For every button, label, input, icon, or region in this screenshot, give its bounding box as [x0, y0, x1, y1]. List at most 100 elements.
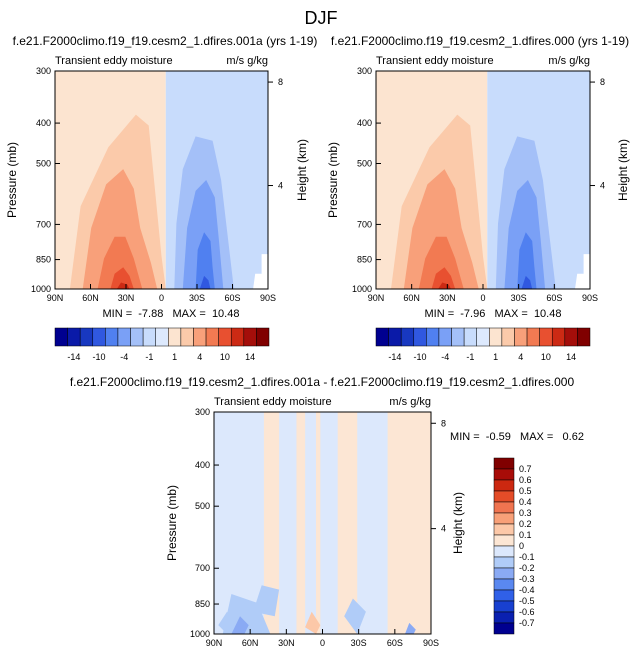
colorbar-box	[438, 327, 452, 347]
colorbar-box	[551, 327, 566, 347]
panel-2-title: f.e21.F2000climo.f19_f19.cesm2_1.dfires.…	[331, 34, 629, 48]
negative-contour-4	[199, 275, 211, 289]
colorbar-box	[400, 327, 415, 347]
panel-2-ylabel-right: Height (km)	[616, 139, 630, 201]
x-tick-label: 60S	[387, 638, 403, 648]
panel-2-ylabel: Pressure (mb)	[326, 142, 340, 218]
missing-data-mask	[253, 254, 268, 289]
colorbar-label: 14	[566, 352, 576, 362]
x-tick-label: 30N	[278, 638, 295, 648]
y-tick-label: 700	[36, 219, 51, 229]
panel-2-colorbar: -14 -10 -4 -1 1 4 10 14	[375, 327, 591, 362]
colorbar-box	[230, 327, 245, 347]
x-tick-label: 60S	[546, 293, 562, 303]
colorbar-label: -1	[466, 352, 474, 362]
negative-core-2	[405, 622, 416, 634]
colorbar-label: -4	[441, 352, 449, 362]
colorbar-box	[168, 327, 182, 347]
x-tick-label: 60N	[242, 638, 259, 648]
colorbar-label: -0.2	[519, 563, 535, 573]
panel-1-stats: MIN = -7.88 MAX = 10.48	[103, 308, 240, 320]
negative-cell-2	[253, 585, 280, 617]
colorbar-box	[514, 327, 528, 347]
panel-3-ylabel: Pressure (mb)	[165, 485, 179, 561]
colorbar-box	[539, 327, 553, 347]
x-tick-label: 30N	[439, 293, 456, 303]
positive-band-5	[387, 412, 431, 634]
colorbar-box	[79, 327, 94, 347]
y-tick-label: 300	[357, 66, 372, 76]
colorbar-label: -14	[388, 352, 401, 362]
height-tick-label: 4	[441, 524, 446, 534]
y-tick-label: 850	[195, 599, 210, 609]
colorbar-box	[493, 468, 515, 481]
colorbar-box	[426, 327, 440, 347]
colorbar-box	[493, 600, 515, 613]
colorbar-box	[493, 457, 515, 470]
positive-band-4	[337, 412, 358, 634]
negative-contour-4	[521, 275, 533, 289]
colorbar-box	[493, 589, 515, 602]
colorbar-box	[493, 567, 515, 580]
colorbar-label: -10	[93, 352, 106, 362]
panel-1-ylabel-right: Height (km)	[295, 139, 309, 201]
y-tick-label: 400	[36, 118, 51, 128]
colorbar-label: -4	[120, 352, 128, 362]
colorbar-box	[577, 327, 591, 347]
colorbar-box	[476, 327, 490, 347]
y-tick-label: 1000	[31, 284, 51, 294]
colorbar-box	[493, 534, 515, 547]
panel-2-plot-area	[376, 71, 590, 289]
height-tick-label: 8	[441, 418, 446, 428]
y-tick-label: 300	[195, 407, 210, 417]
colorbar-box	[105, 327, 119, 347]
panel-1-right-string: m/s g/kg	[226, 55, 268, 67]
colorbar-box	[493, 501, 515, 514]
colorbar-box	[493, 512, 515, 525]
colorbar-label: -0.3	[519, 574, 535, 584]
colorbar-box	[193, 327, 207, 347]
y-tick-label: 700	[357, 219, 372, 229]
colorbar-label: -0.5	[519, 596, 535, 606]
x-tick-label: 30N	[118, 293, 135, 303]
colorbar-box	[493, 622, 515, 635]
colorbar-box	[180, 327, 194, 347]
colorbar-box	[493, 611, 515, 624]
x-tick-label: 60N	[82, 293, 99, 303]
negative-contour-3	[195, 232, 215, 289]
panel-1: f.e21.F2000climo.f19_f19.cesm2_1.dfires.…	[5, 34, 317, 362]
colorbar-label: 1	[172, 352, 177, 362]
colorbar-label: -14	[67, 352, 80, 362]
height-tick-label: 8	[278, 77, 283, 87]
x-tick-label: 60S	[224, 293, 240, 303]
panel-2-right-string: m/s g/kg	[548, 55, 590, 67]
colorbar-label: 0	[519, 541, 524, 551]
positive-band-1	[263, 412, 280, 634]
colorbar-box	[92, 327, 106, 347]
colorbar-box	[493, 523, 515, 536]
positive-contour-4	[110, 267, 134, 289]
height-tick-label: 8	[600, 77, 605, 87]
y-tick-label: 850	[357, 255, 372, 265]
positive-band-2	[296, 412, 306, 634]
colorbar-label: 4	[518, 352, 523, 362]
x-tick-label: 0	[320, 638, 325, 648]
panel-3-title: f.e21.F2000climo.f19_f19.cesm2_1.dfires.…	[70, 375, 575, 389]
colorbar-label: 0.6	[519, 475, 532, 485]
colorbar-box	[493, 545, 515, 558]
y-tick-label: 850	[36, 255, 51, 265]
y-tick-label: 300	[36, 66, 51, 76]
y-tick-label: 500	[357, 158, 372, 168]
x-tick-label: 90S	[423, 638, 439, 648]
colorbar-box	[117, 327, 131, 347]
colorbar-box	[493, 479, 515, 492]
colorbar-label: 0.7	[519, 464, 532, 474]
colorbar-label: 10	[541, 352, 551, 362]
x-tick-label: 90S	[260, 293, 276, 303]
positive-contour-3	[418, 236, 464, 289]
x-tick-label: 0	[480, 293, 485, 303]
panel-1-plot-area	[55, 71, 268, 289]
positive-contour-4	[431, 267, 456, 289]
colorbar-box	[564, 327, 578, 347]
missing-data-mask	[575, 254, 590, 289]
